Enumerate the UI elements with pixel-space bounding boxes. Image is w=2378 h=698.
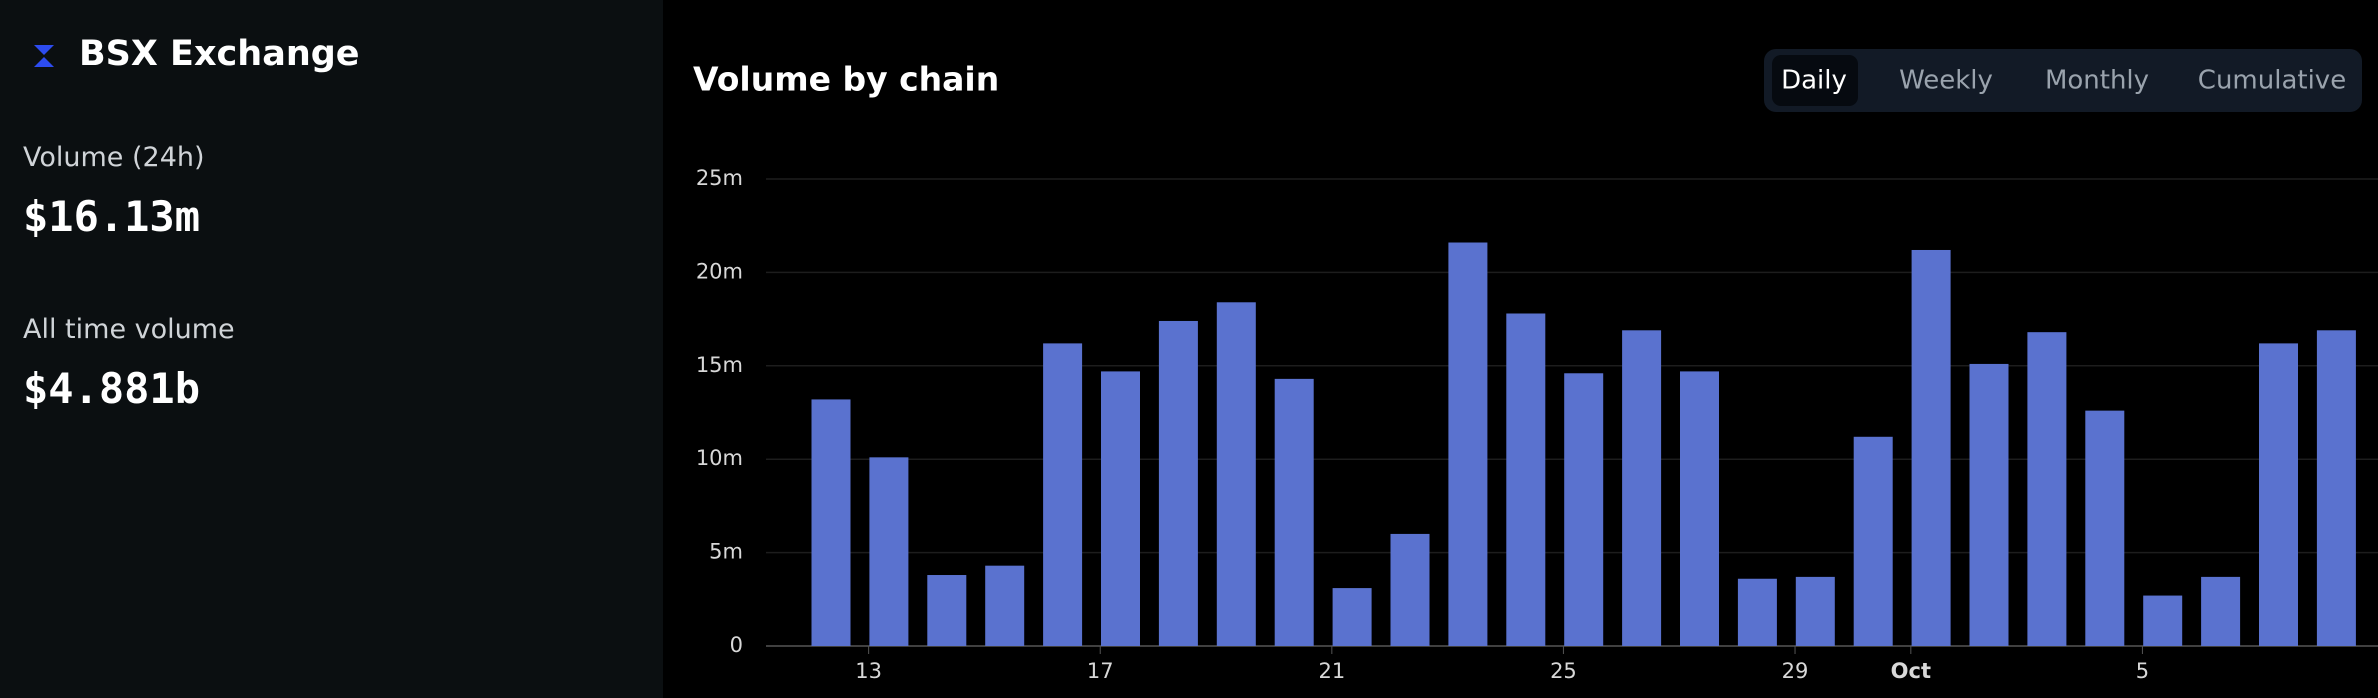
x-tick-label: 21 [1318, 659, 1345, 683]
tab[interactable]: Weekly [1899, 66, 1993, 96]
bar [2316, 330, 2356, 646]
x-tick-label: 13 [855, 659, 882, 683]
x-tick-label: 29 [1782, 659, 1809, 683]
bar [1853, 436, 1893, 646]
bar [1795, 576, 1835, 646]
bar [1274, 378, 1314, 646]
tab[interactable]: Monthly [2045, 66, 2149, 96]
bar [1158, 320, 1198, 646]
y-tick-label: 20m [696, 259, 743, 283]
y-tick-label: 0 [730, 633, 743, 657]
x-tick-label: Oct [1891, 659, 1931, 683]
bar [1332, 588, 1372, 646]
tab[interactable]: Cumulative [2198, 66, 2346, 96]
logo [34, 45, 54, 67]
bar [1969, 363, 2009, 646]
bar [811, 399, 851, 646]
stat-label: All time volume [23, 314, 235, 345]
bar [985, 565, 1025, 646]
bar [1564, 373, 1604, 646]
bar [2027, 332, 2067, 646]
bar [1101, 371, 1140, 646]
bar [2085, 410, 2125, 646]
bar [2201, 576, 2241, 646]
sidebar: BSX Exchange Volume (24h) $16.13m All ti… [0, 0, 663, 698]
app-name: BSX Exchange [79, 34, 360, 74]
stat-label: Volume (24h) [23, 142, 205, 173]
bar [1448, 242, 1488, 646]
stat-value: $4.881b [23, 364, 201, 413]
bar [1680, 371, 1719, 646]
bar [927, 575, 967, 646]
y-tick-label: 25m [696, 166, 743, 190]
tab[interactable]: Daily [1781, 66, 1847, 96]
bar [2259, 343, 2298, 646]
stat-value: $16.13m [23, 192, 201, 241]
y-tick-label: 5m [709, 540, 743, 564]
bar [1390, 533, 1430, 646]
bar [1737, 578, 1777, 646]
bar [1043, 343, 1083, 646]
bar [1216, 302, 1256, 646]
bar [1911, 249, 1951, 646]
tab-active-bg [1772, 55, 1858, 106]
tab-group [1764, 49, 2362, 112]
y-tick-label: 15m [696, 353, 743, 377]
x-tick-label: 25 [1550, 659, 1577, 683]
x-tick-label: 5 [2136, 659, 2149, 683]
bar [1506, 313, 1546, 646]
chart-title: Volume by chain [693, 60, 999, 99]
y-tick-label: 10m [696, 446, 743, 470]
x-tick-label: 17 [1087, 659, 1114, 683]
bar [2143, 595, 2183, 646]
bar [869, 457, 909, 646]
bar [1622, 330, 1662, 646]
